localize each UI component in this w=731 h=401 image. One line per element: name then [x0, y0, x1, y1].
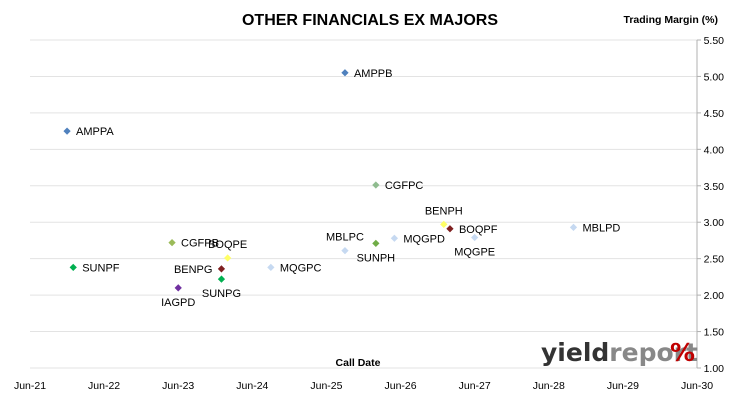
point-benph [440, 220, 448, 229]
point-boqpe [224, 254, 232, 262]
x-tick-label: Jun-25 [310, 380, 342, 392]
point-label-mqgpc: MQGPC [280, 262, 322, 274]
point-mqgpe [471, 233, 479, 242]
logo-yield: yield [541, 338, 609, 367]
x-axis-label: Call Date [336, 357, 381, 369]
point-cgfpc [372, 181, 380, 189]
x-tick-label: Jun-22 [88, 380, 120, 392]
y-tick-label: 2.00 [704, 290, 725, 302]
x-tick-label: Jun-29 [607, 380, 639, 392]
point-mblpc [341, 247, 349, 255]
y-axis-ticks: 1.00 1.50 2.00 2.50 3.00 3.50 4.00 4.50 5.00 5.50 [697, 35, 724, 375]
y-tick-label: 3.50 [704, 181, 725, 193]
chart-title: OTHER FINANCIALS EX MAJORS [242, 12, 498, 29]
y-tick-label: 5.50 [704, 35, 725, 47]
point-label-mqgpe: MQGPE [454, 247, 495, 259]
point-label-sunpg: SUNPG [202, 288, 241, 300]
point-label-boqpf: BOQPF [459, 224, 498, 236]
y-tick-label: 4.00 [704, 144, 725, 156]
x-tick-label: Jun-23 [162, 380, 194, 392]
y-tick-label: 1.50 [704, 327, 725, 339]
x-tick-label: Jun-27 [459, 380, 491, 392]
point-sunpg [217, 275, 226, 283]
y-tick-label: 2.50 [704, 254, 725, 266]
point-amppa [63, 127, 71, 135]
y-tick-label: 1.00 [704, 363, 725, 375]
point-cgfpb [168, 239, 176, 247]
point-mqgpd [390, 234, 399, 242]
data-points: AMPPA AMPPB CGFPC SUNPF CGFPB IAGPD BOQPE BENPG… [63, 68, 620, 309]
point-sunph [372, 239, 380, 247]
point-label-sunpf: SUNPF [82, 262, 120, 274]
point-label-cgfpc: CGFPC [385, 180, 424, 192]
logo-percent-icon: % [670, 338, 695, 367]
point-label-benph: BENPH [425, 205, 463, 217]
point-mqgpc [267, 263, 275, 272]
point-boqpf [446, 225, 454, 233]
point-sunpf [69, 263, 77, 272]
grid-lines [30, 39, 697, 369]
y-tick-label: 4.50 [704, 108, 725, 120]
point-label-mblpc: MBLPC [326, 232, 364, 244]
point-label-sunph: SUNPH [357, 252, 396, 264]
x-tick-label: Jun-28 [533, 380, 565, 392]
x-tick-label: Jun-26 [385, 380, 417, 392]
point-label-boqpe: BOQPE [208, 239, 247, 251]
x-tick-label: Jun-21 [14, 380, 46, 392]
x-tick-label: Jun-30 [681, 380, 713, 392]
point-label-mblpd: MBLPD [582, 222, 620, 234]
point-mblpd [569, 223, 578, 231]
y-axis-label: Trading Margin (%) [624, 14, 719, 26]
yieldreport-logo: yieldreport % [541, 338, 698, 367]
point-amppb [341, 69, 349, 77]
logo-text: yieldreport [541, 338, 698, 367]
y-tick-label: 3.00 [704, 217, 725, 229]
point-benpg [217, 265, 226, 273]
y-tick-label: 5.00 [704, 71, 725, 83]
point-label-iagpd: IAGPD [161, 297, 195, 309]
point-label-amppa: AMPPA [76, 126, 114, 138]
point-label-benpg: BENPG [174, 264, 213, 276]
point-iagpd [174, 284, 182, 292]
point-label-cgfpb: CGFPB [181, 238, 219, 250]
x-tick-label: Jun-24 [236, 380, 268, 392]
point-label-mqgpd: MQGPD [403, 233, 445, 245]
point-label-amppb: AMPPB [354, 68, 393, 80]
logo-report: report [609, 338, 698, 367]
x-axis-ticks: Jun-21 Jun-22 Jun-23 Jun-24 Jun-25 Jun-26 Jun-… [14, 380, 713, 392]
